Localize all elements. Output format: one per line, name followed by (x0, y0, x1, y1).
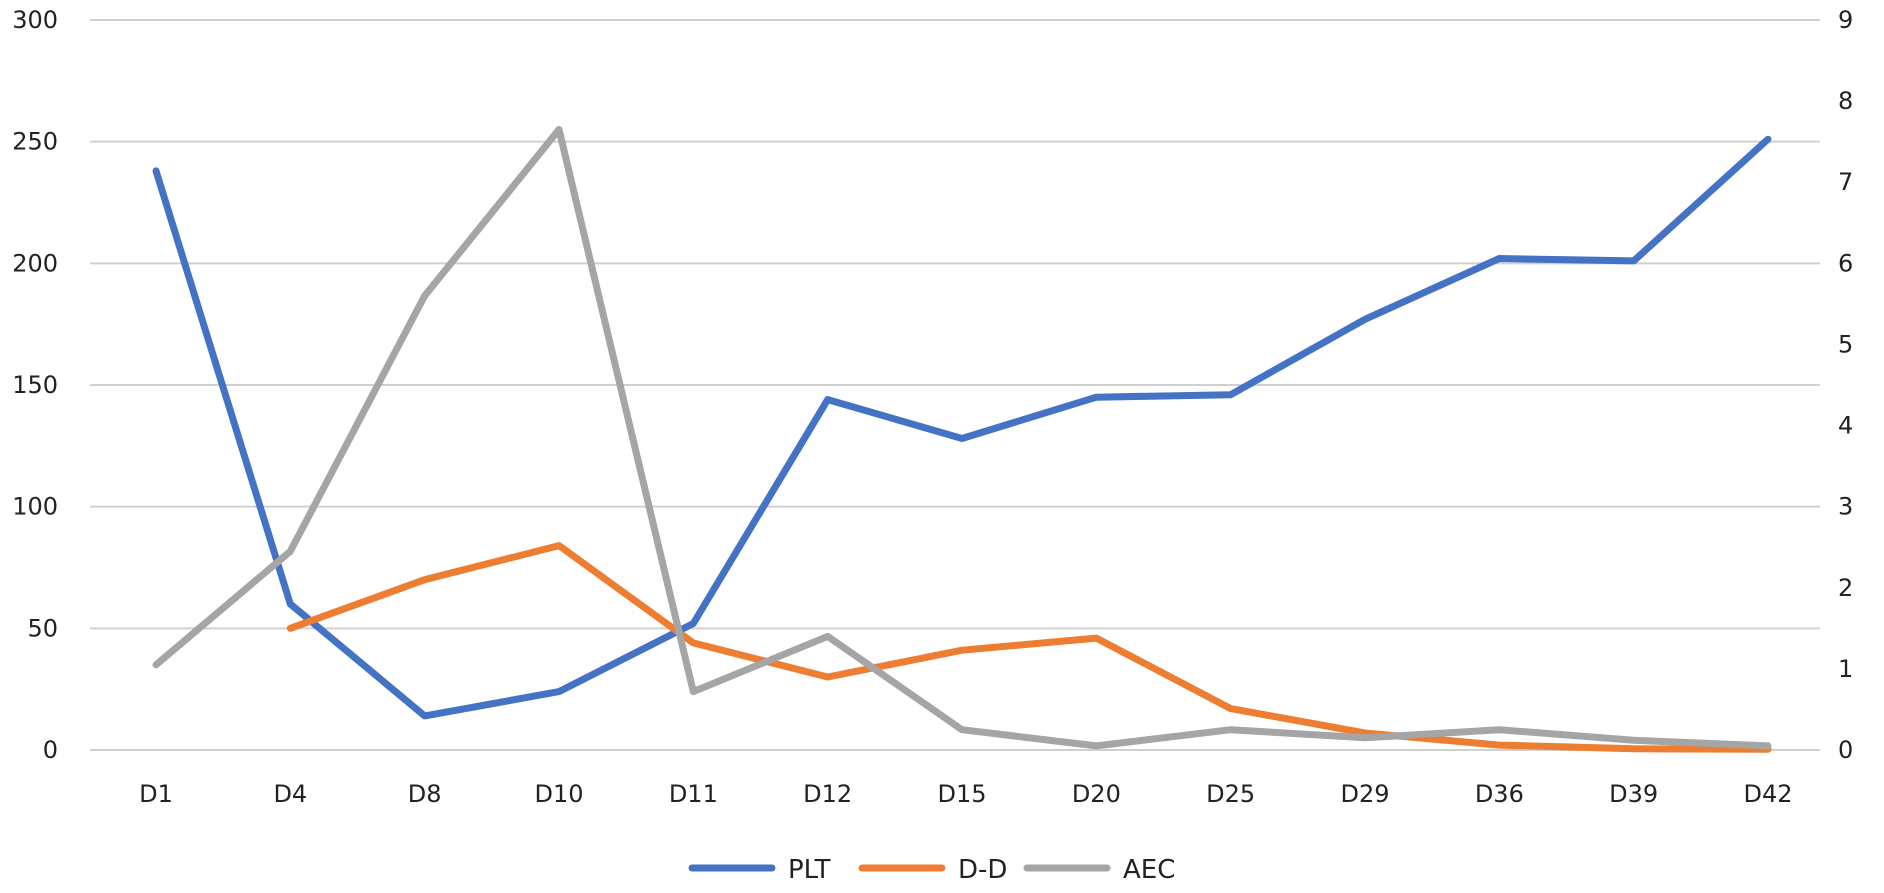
legend-label-d-d: D-D (958, 855, 1007, 885)
left-axis-tick-label: 300 (12, 6, 58, 34)
right-axis-tick-label: 1 (1838, 655, 1853, 683)
right-axis-ticks: 0 1 2 3 4 5 6 7 8 9 (1838, 6, 1853, 764)
right-axis-tick-label: 7 (1838, 168, 1853, 196)
left-axis-tick-label: 100 (12, 493, 58, 521)
gridlines (90, 19, 1820, 751)
right-axis-tick-label: 4 (1838, 412, 1853, 440)
legend-label-aec: AEC (1123, 855, 1175, 885)
x-axis-tick-label: D10 (534, 780, 583, 808)
x-axis-tick-label: D8 (408, 780, 442, 808)
right-axis-tick-label: 3 (1838, 493, 1853, 521)
left-axis-ticks: 0 50 100 150 200 250 300 (12, 6, 58, 764)
x-axis-tick-label: D36 (1475, 780, 1524, 808)
right-axis-tick-label: 5 (1838, 330, 1853, 358)
x-axis-tick-label: D39 (1609, 780, 1658, 808)
legend-label-plt: PLT (788, 855, 831, 885)
x-axis-tick-label: D15 (937, 780, 986, 808)
left-axis-tick-label: 0 (43, 736, 58, 764)
right-axis-tick-label: 2 (1838, 574, 1853, 602)
left-axis-tick-label: 200 (12, 249, 58, 277)
x-axis-tick-label: D12 (803, 780, 852, 808)
series-lines (152, 126, 1772, 753)
right-axis-tick-label: 9 (1838, 6, 1853, 34)
x-axis-tick-label: D29 (1340, 780, 1389, 808)
x-axis-tick-label: D11 (669, 780, 718, 808)
x-axis-ticks: D1 D4 D8 D10 D11 D12 D15 D20 D25 D29 D36 D39 D42 (139, 780, 1792, 808)
series-line-plt (152, 135, 1772, 720)
x-axis-tick-label: D42 (1743, 780, 1792, 808)
left-axis-tick-label: 150 (12, 371, 58, 399)
x-axis-tick-label: D20 (1072, 780, 1121, 808)
right-axis-tick-label: 6 (1838, 249, 1853, 277)
x-axis-tick-label: D1 (139, 780, 173, 808)
right-axis-tick-label: 8 (1838, 87, 1853, 115)
series-line-d-d (286, 542, 1772, 753)
left-axis-tick-label: 250 (12, 128, 58, 156)
x-axis-tick-label: D4 (273, 780, 307, 808)
legend: PLT D-D AEC (688, 855, 1175, 885)
left-axis-tick-label: 50 (27, 614, 58, 642)
series-line-aec (152, 126, 1772, 750)
x-axis-tick-label: D25 (1206, 780, 1255, 808)
right-axis-tick-label: 0 (1838, 736, 1853, 764)
